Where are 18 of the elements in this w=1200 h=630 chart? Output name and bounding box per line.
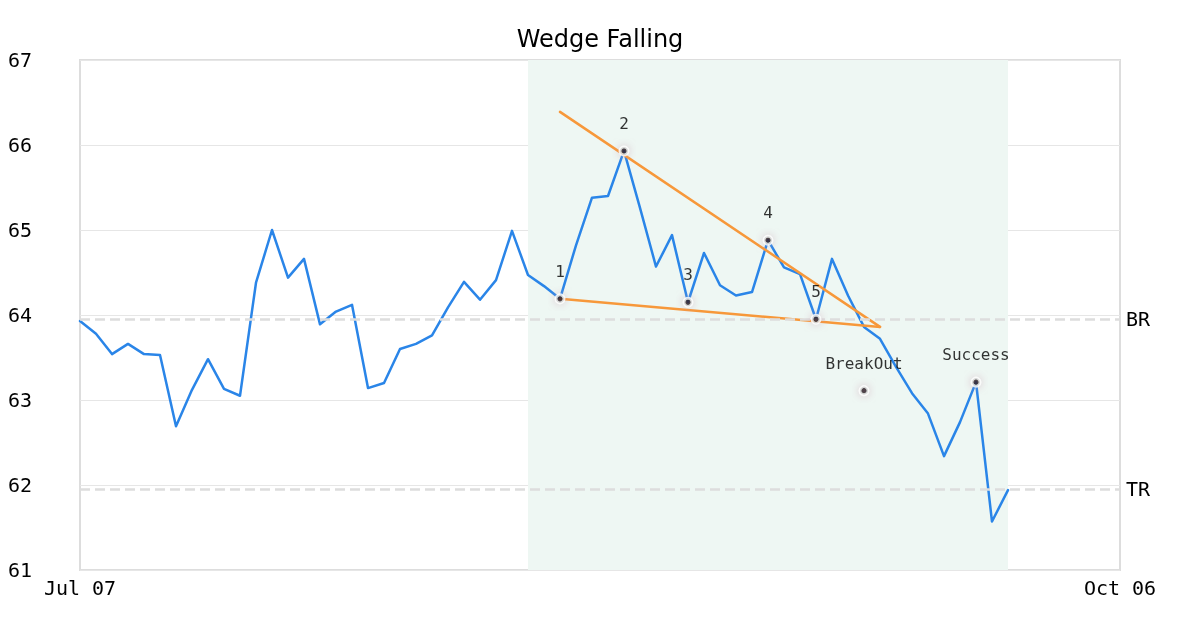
y-tick-label: 62 [7, 473, 32, 497]
ref-line-label: BR [1126, 307, 1152, 332]
series-label: 5 [811, 282, 821, 302]
y-tick-label: 63 [7, 388, 32, 412]
y-tick-label: 65 [7, 218, 32, 242]
y-tick-label: 64 [7, 303, 32, 327]
series-label: 1 [555, 261, 565, 281]
series-label: 4 [763, 203, 773, 223]
x-tick-label: Oct 06 [1083, 576, 1157, 600]
ref-line-label: TR [1126, 477, 1152, 502]
chart-title: Wedge Falling [516, 25, 684, 53]
y-tick-label: 61 [7, 558, 32, 582]
y-tick-label: 67 [7, 48, 32, 72]
series-label: 2 [619, 113, 629, 133]
series-label: Success [942, 345, 1010, 365]
x-tick-label: Jul 07 [43, 576, 117, 600]
series-label: 3 [683, 265, 693, 285]
y-tick-label: 66 [7, 133, 32, 157]
